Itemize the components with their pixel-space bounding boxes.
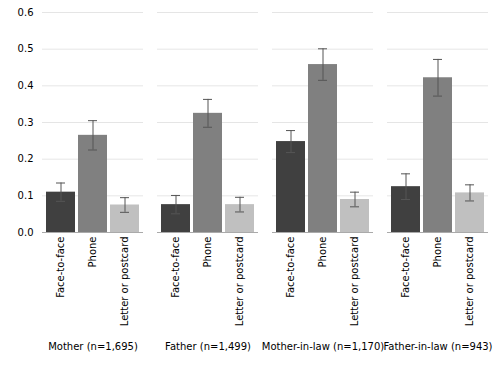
svg-text:Letter or postcard: Letter or postcard — [119, 237, 130, 327]
svg-text:Letter or postcard: Letter or postcard — [464, 237, 475, 327]
svg-text:Father-in-law (n=943): Father-in-law (n=943) — [383, 341, 492, 352]
svg-text:0.4: 0.4 — [18, 80, 34, 91]
svg-text:Mother (n=1,695): Mother (n=1,695) — [48, 341, 138, 352]
svg-text:Phone: Phone — [317, 237, 328, 268]
svg-text:0.6: 0.6 — [18, 7, 34, 18]
svg-text:Phone: Phone — [87, 237, 98, 268]
svg-text:0.2: 0.2 — [18, 153, 34, 164]
svg-text:Mother-in-law (n=1,170): Mother-in-law (n=1,170) — [262, 341, 384, 352]
svg-text:Letter or postcard: Letter or postcard — [234, 237, 245, 327]
svg-text:0.1: 0.1 — [18, 190, 34, 201]
svg-text:0.3: 0.3 — [18, 117, 34, 128]
svg-text:Phone: Phone — [202, 237, 213, 268]
svg-text:0.0: 0.0 — [18, 227, 34, 238]
svg-text:Letter or postcard: Letter or postcard — [349, 237, 360, 327]
svg-text:0.5: 0.5 — [18, 43, 34, 54]
svg-text:Phone: Phone — [432, 237, 443, 268]
svg-text:Face-to-face: Face-to-face — [400, 237, 411, 298]
svg-text:Face-to-face: Face-to-face — [170, 237, 181, 298]
svg-text:Face-to-face: Face-to-face — [55, 237, 66, 298]
svg-text:Face-to-face: Face-to-face — [285, 237, 296, 298]
svg-text:Father (n=1,499): Father (n=1,499) — [165, 341, 251, 352]
